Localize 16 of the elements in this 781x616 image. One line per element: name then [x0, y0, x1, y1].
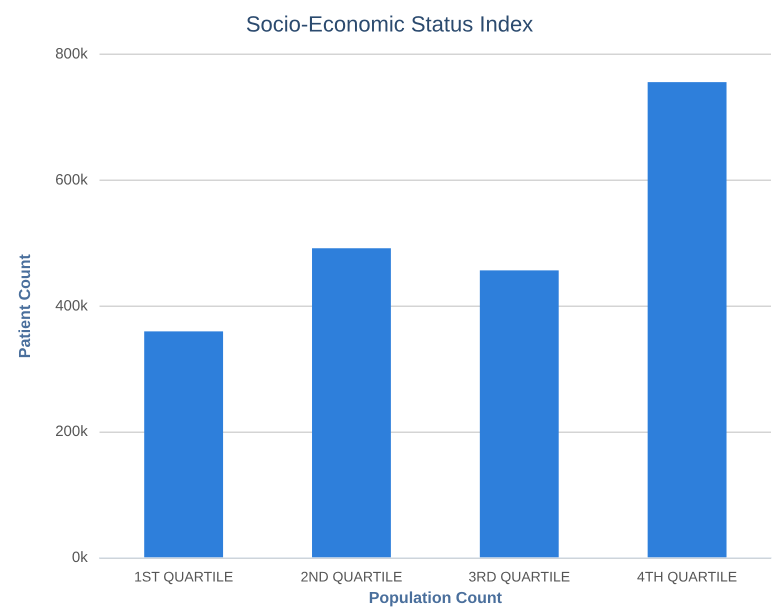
x-tick-label: 3RD QUARTILE [468, 568, 570, 584]
x-axis-title: Population Count [368, 590, 503, 607]
chart-title: Socio-Economic Status Index [246, 11, 534, 36]
y-tick-label: 600k [55, 171, 88, 188]
y-axis-title: Patient Count [17, 254, 34, 358]
bar [648, 82, 727, 558]
bar [144, 331, 224, 558]
bar [312, 248, 391, 558]
y-tick-label: 800k [55, 46, 88, 63]
y-tick-label: 200k [55, 423, 88, 440]
x-tick-label: 2ND QUARTILE [300, 568, 402, 584]
bar [480, 270, 559, 558]
y-tick-label: 400k [55, 297, 88, 314]
y-tick-label: 0k [72, 549, 88, 566]
x-tick-label: 4TH QUARTILE [637, 568, 738, 584]
x-tick-label: 1ST QUARTILE [134, 568, 234, 584]
